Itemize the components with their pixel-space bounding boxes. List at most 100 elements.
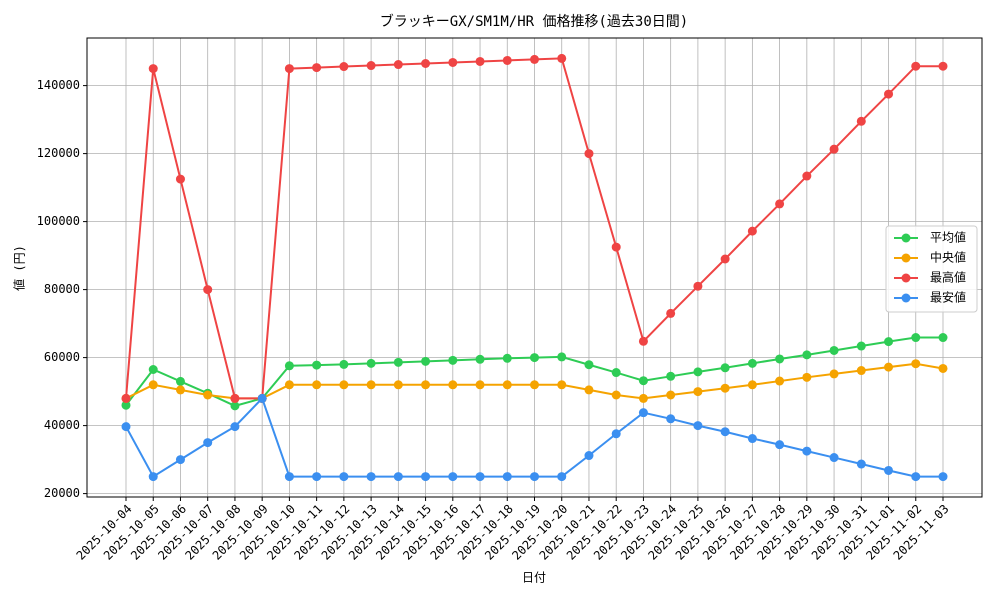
data-point xyxy=(366,380,376,390)
data-point xyxy=(829,453,839,463)
data-point xyxy=(312,360,322,370)
y-tick-label: 80000 xyxy=(44,282,80,296)
data-point xyxy=(502,55,512,65)
data-point xyxy=(802,350,812,360)
data-point xyxy=(829,369,839,379)
data-point xyxy=(448,380,458,390)
data-point xyxy=(802,446,812,456)
data-point xyxy=(775,376,785,386)
data-point xyxy=(938,472,948,482)
data-point xyxy=(938,333,948,343)
x-axis-label: 日付 xyxy=(522,571,546,585)
data-point xyxy=(611,390,621,400)
data-point xyxy=(284,472,294,482)
data-point xyxy=(475,354,485,364)
data-point xyxy=(475,56,485,66)
data-point xyxy=(584,360,594,370)
data-point xyxy=(175,385,185,395)
data-point xyxy=(775,354,785,364)
data-point xyxy=(720,254,730,264)
data-point xyxy=(448,472,458,482)
legend-label: 最高値 xyxy=(930,270,966,285)
data-point xyxy=(421,380,431,390)
data-point xyxy=(366,358,376,368)
legend-marker xyxy=(901,273,911,283)
data-point xyxy=(502,380,512,390)
data-point xyxy=(230,422,240,432)
data-point xyxy=(393,380,403,390)
data-point xyxy=(557,53,567,63)
data-point xyxy=(884,337,894,347)
y-axis-label: 値 (円) xyxy=(12,245,27,291)
legend-marker xyxy=(901,233,911,243)
data-point xyxy=(638,408,648,418)
data-point xyxy=(393,60,403,70)
data-point xyxy=(911,359,921,369)
data-point xyxy=(421,472,431,482)
data-point xyxy=(584,149,594,159)
data-point xyxy=(230,393,240,403)
data-point xyxy=(339,472,349,482)
data-point xyxy=(911,61,921,71)
data-point xyxy=(421,356,431,366)
data-point xyxy=(884,465,894,475)
data-point xyxy=(284,64,294,74)
y-tick-label: 40000 xyxy=(44,418,80,432)
data-point xyxy=(938,61,948,71)
data-point xyxy=(666,371,676,381)
data-point xyxy=(611,429,621,439)
data-point xyxy=(747,434,757,444)
data-point xyxy=(638,336,648,346)
data-point xyxy=(175,455,185,465)
data-point xyxy=(530,472,539,482)
data-point xyxy=(829,345,839,355)
data-point xyxy=(339,359,349,369)
data-point xyxy=(530,353,539,363)
data-point xyxy=(448,57,458,67)
data-point xyxy=(693,367,703,377)
data-point xyxy=(747,358,757,368)
data-point xyxy=(121,422,131,432)
data-point xyxy=(938,363,948,373)
data-point xyxy=(393,357,403,367)
data-point xyxy=(175,376,185,386)
data-point xyxy=(720,427,730,437)
data-point xyxy=(775,440,785,450)
data-point xyxy=(666,390,676,400)
data-point xyxy=(584,451,594,461)
data-point xyxy=(312,380,322,390)
data-point xyxy=(611,242,621,252)
data-point xyxy=(802,372,812,382)
data-point xyxy=(148,472,158,482)
legend-box xyxy=(885,225,978,313)
data-point xyxy=(339,62,349,72)
y-tick-label: 60000 xyxy=(44,350,80,364)
data-point xyxy=(693,421,703,431)
legend-label: 最安値 xyxy=(930,290,966,305)
y-tick-label: 20000 xyxy=(44,486,80,500)
data-point xyxy=(802,171,812,181)
data-point xyxy=(720,363,730,373)
data-point xyxy=(312,63,322,73)
data-point xyxy=(884,362,894,372)
data-point xyxy=(121,393,131,403)
data-point xyxy=(856,341,866,351)
data-point xyxy=(611,368,621,378)
data-point xyxy=(911,333,921,343)
data-point xyxy=(747,226,757,236)
data-point xyxy=(666,414,676,424)
data-point xyxy=(856,116,866,126)
data-point xyxy=(284,380,294,390)
data-point xyxy=(720,383,730,393)
data-point xyxy=(638,393,648,403)
data-point xyxy=(530,54,539,64)
data-point xyxy=(829,144,839,154)
data-point xyxy=(747,380,757,390)
plot-frame xyxy=(86,37,983,498)
data-point xyxy=(121,400,131,410)
data-point xyxy=(693,281,703,291)
data-point xyxy=(502,353,512,363)
y-tick-label: 100000 xyxy=(37,214,80,228)
data-point xyxy=(557,352,567,362)
